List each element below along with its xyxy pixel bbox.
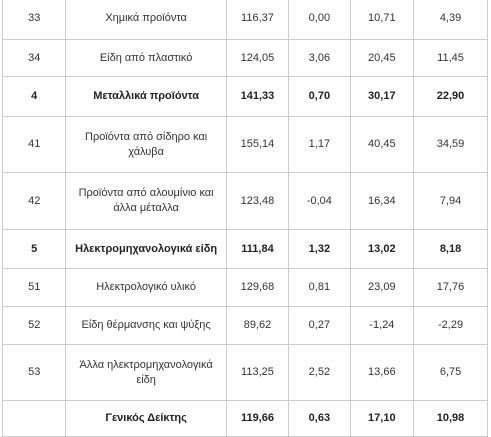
row-value-2: 3,06 <box>288 39 351 77</box>
row-value-3: -1,24 <box>349 306 415 345</box>
row-name: Είδη θέρμανσης και ψύξης <box>65 306 227 345</box>
row-value-1: 155,14 <box>225 116 290 173</box>
row-value-1: 111,84 <box>225 229 290 269</box>
row-value-1: 113,25 <box>225 344 290 401</box>
row-code: 4 <box>1 76 67 117</box>
row-code: 41 <box>1 116 67 173</box>
row-value-1: 141,33 <box>225 76 290 117</box>
table-row: 34 Είδη από πλαστικό 124,05 3,06 20,45 11,45 <box>1 39 488 77</box>
row-value-4: 4,39 <box>413 0 488 40</box>
row-value-3: 13,66 <box>349 344 415 401</box>
row-value-1: 123,48 <box>225 172 290 230</box>
row-name: Προϊόντα από αλουμίνιο και άλλα μέταλλα <box>65 172 227 230</box>
row-value-2: 0,27 <box>288 306 351 345</box>
row-code: 5 <box>1 229 67 269</box>
row-value-3: 23,09 <box>349 268 415 307</box>
table-row: 4 Μεταλλικά προϊόντα 141,33 0,70 30,17 22,90 <box>1 76 488 117</box>
row-value-4: 6,75 <box>413 344 488 401</box>
row-code: 34 <box>1 39 67 77</box>
row-name: Χημικά προϊόντα <box>65 0 227 40</box>
row-value-3: 30,17 <box>349 76 415 117</box>
row-value-2: -0,04 <box>288 172 351 230</box>
row-name: Προϊόντα από σίδηρο και χάλυβα <box>65 116 227 173</box>
row-value-3: 10,71 <box>349 0 415 40</box>
table-row: 42 Προϊόντα από αλουμίνιο και άλλα μέταλλ… <box>1 172 488 230</box>
row-code <box>1 400 67 437</box>
row-name: Άλλα ηλεκτρομηχανολογικά είδη <box>65 344 227 401</box>
row-value-2: 1,17 <box>288 116 351 173</box>
row-value-4: 8,18 <box>413 229 488 269</box>
row-value-2: 0,63 <box>288 400 351 437</box>
table-row: 41 Προϊόντα από σίδηρο και χάλυβα 155,14 1,… <box>1 116 488 173</box>
row-value-4: 34,59 <box>413 116 488 173</box>
row-code: 53 <box>1 344 67 401</box>
table-row: 33 Χημικά προϊόντα 116,37 0,00 10,71 4,39 <box>1 0 488 40</box>
table-row: 52 Είδη θέρμανσης και ψύξης 89,62 0,27 -1,24… <box>1 306 488 345</box>
row-name: Ηλεκτρολογικό υλικό <box>65 268 227 307</box>
row-value-2: 1,32 <box>288 229 351 269</box>
row-value-4: 11,45 <box>413 39 488 77</box>
row-value-4: 22,90 <box>413 76 488 117</box>
table-row: Γενικός Δείκτης 119,66 0,63 17,10 10,98 <box>1 400 488 437</box>
row-value-3: 17,10 <box>349 400 415 437</box>
row-value-4: 10,98 <box>413 400 488 437</box>
row-value-2: 0,81 <box>288 268 351 307</box>
row-value-2: 0,00 <box>288 0 351 40</box>
row-value-1: 129,68 <box>225 268 290 307</box>
row-value-2: 2,52 <box>288 344 351 401</box>
row-value-3: 16,34 <box>349 172 415 230</box>
row-code: 33 <box>1 0 67 40</box>
row-name: Ηλεκτρομηχανολογικά είδη <box>65 229 227 269</box>
row-value-1: 116,37 <box>225 0 290 40</box>
row-value-3: 20,45 <box>349 39 415 77</box>
row-value-2: 0,70 <box>288 76 351 117</box>
row-name: Μεταλλικά προϊόντα <box>65 76 227 117</box>
table-row: 5 Ηλεκτρομηχανολογικά είδη 111,84 1,32 13,02… <box>1 229 488 269</box>
row-value-3: 13,02 <box>349 229 415 269</box>
row-value-4: -2,29 <box>413 306 488 345</box>
table-row: 53 Άλλα ηλεκτρομηχανολογικά είδη 113,25 2,5… <box>1 344 488 401</box>
row-code: 51 <box>1 268 67 307</box>
row-value-1: 124,05 <box>225 39 290 77</box>
row-value-4: 17,76 <box>413 268 488 307</box>
row-value-1: 119,66 <box>225 400 290 437</box>
row-code: 42 <box>1 172 67 230</box>
table-row: 51 Ηλεκτρολογικό υλικό 129,68 0,81 23,09 17,7… <box>1 268 488 307</box>
row-value-3: 40,45 <box>349 116 415 173</box>
row-value-1: 89,62 <box>225 306 290 345</box>
row-name: Γενικός Δείκτης <box>65 400 227 437</box>
row-value-4: 7,94 <box>413 172 488 230</box>
row-name: Είδη από πλαστικό <box>65 39 227 77</box>
row-code: 52 <box>1 306 67 345</box>
